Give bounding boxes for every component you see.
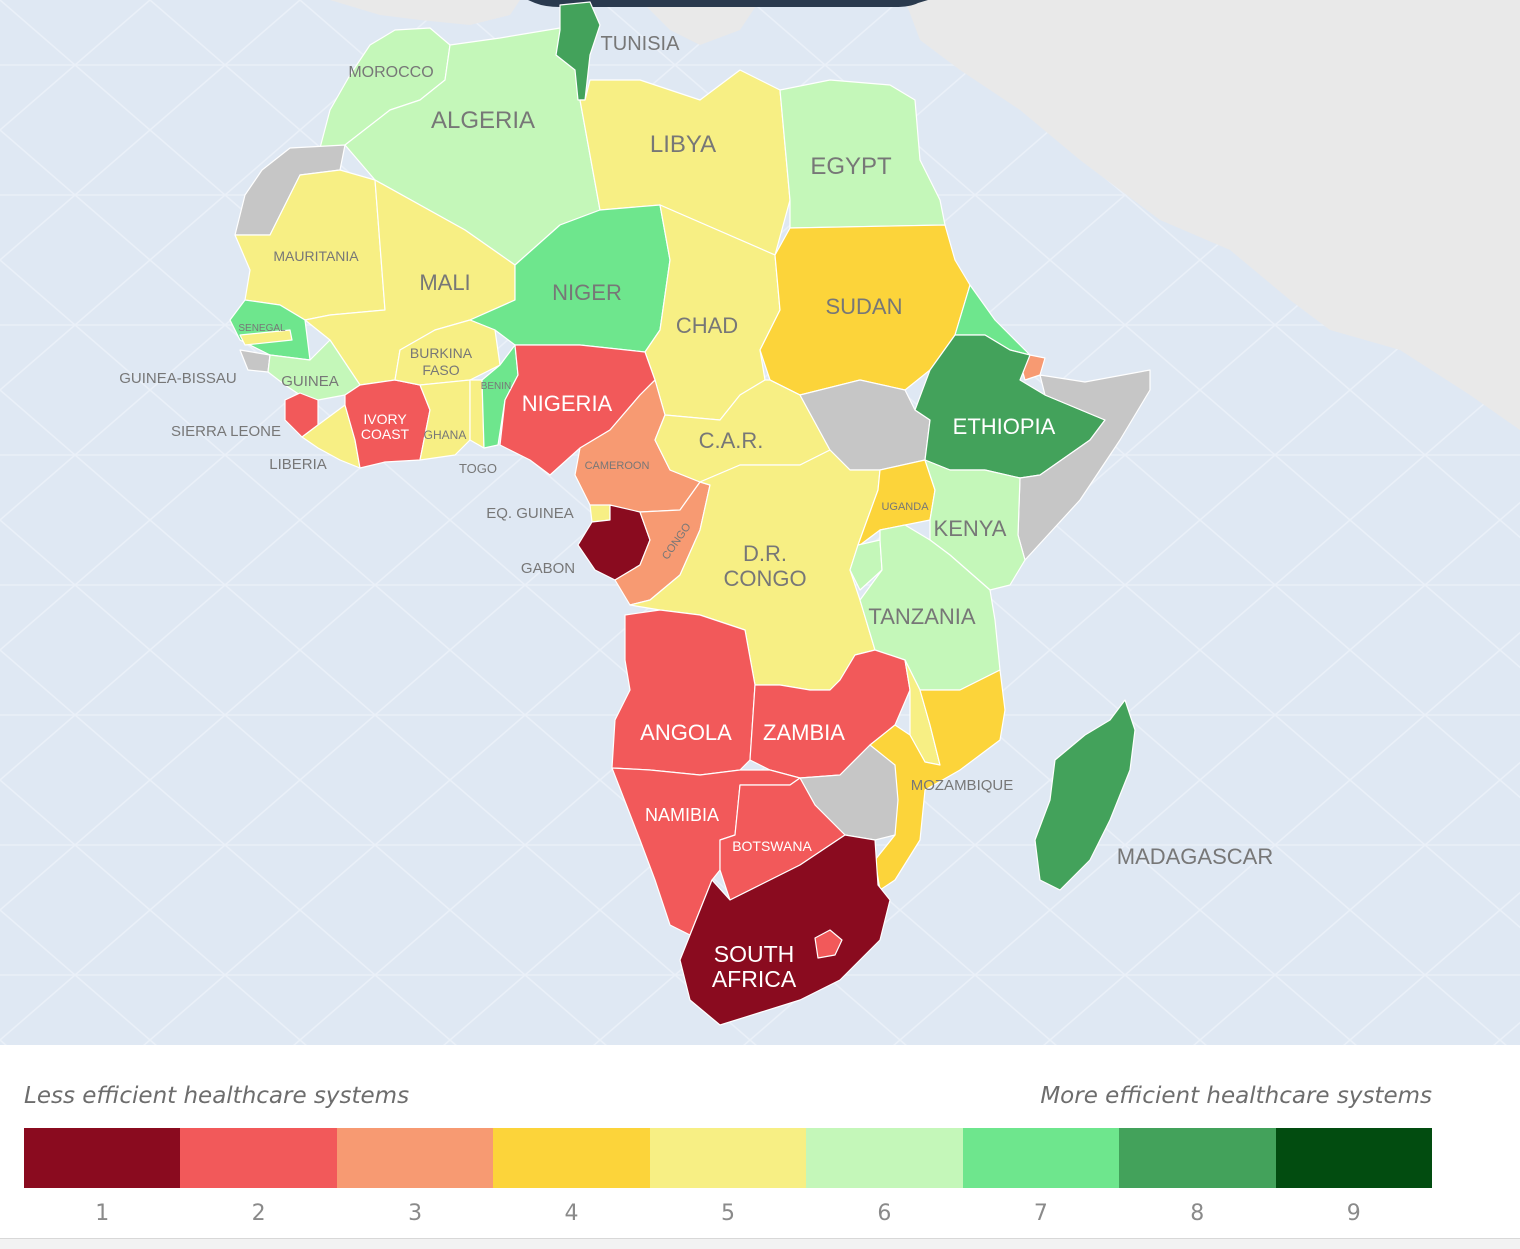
europe-landmass-east bbox=[640, 0, 760, 45]
country-labels: TUNISIA MOROCCO ALGERIA LIBYA EGYPT MAUR… bbox=[119, 33, 1273, 992]
label-libya: LIBYA bbox=[650, 131, 716, 158]
label-eq-guinea: EQ. GUINEA bbox=[486, 505, 574, 522]
country-egypt[interactable] bbox=[779, 79, 946, 229]
europe-landmass bbox=[330, 0, 520, 25]
legend-tick-7: 7 bbox=[1033, 1201, 1048, 1226]
label-burkina-line2: FASO bbox=[422, 362, 459, 378]
bottom-status-strip bbox=[0, 1238, 1520, 1249]
legend-swatch-5 bbox=[649, 1128, 807, 1188]
country-angola[interactable] bbox=[611, 609, 756, 776]
legend-tick-3: 3 bbox=[408, 1201, 423, 1226]
legend-tick-labels: 1 2 3 4 5 6 7 8 9 bbox=[24, 1201, 1432, 1226]
label-south-africa-line2: AFRICA bbox=[712, 966, 797, 992]
label-angola: ANGOLA bbox=[640, 720, 732, 745]
legend-swatch-2 bbox=[180, 1128, 337, 1188]
label-south-africa-line1: SOUTH bbox=[714, 941, 795, 967]
label-tanzania: TANZANIA bbox=[868, 604, 975, 629]
legend-tick-4: 4 bbox=[564, 1201, 579, 1226]
label-guinea: GUINEA bbox=[281, 373, 339, 390]
country-lesotho[interactable] bbox=[814, 929, 843, 959]
country-eq-guinea[interactable] bbox=[589, 504, 611, 523]
middle-east-landmass bbox=[905, 0, 1520, 430]
legend-panel: Less efficient healthcare systems More e… bbox=[0, 1045, 1520, 1248]
label-algeria: ALGERIA bbox=[431, 107, 535, 134]
label-liberia: LIBERIA bbox=[269, 456, 327, 473]
label-kenya: KENYA bbox=[934, 516, 1007, 541]
legend-swatch-4 bbox=[493, 1128, 650, 1188]
label-ethiopia: ETHIOPIA bbox=[953, 414, 1056, 439]
label-niger: NIGER bbox=[552, 280, 622, 305]
label-mali: MALI bbox=[419, 270, 470, 295]
label-uganda: UGANDA bbox=[881, 501, 929, 513]
country-ghana[interactable] bbox=[419, 379, 471, 461]
label-senegal: SENEGAL bbox=[238, 323, 286, 334]
label-sudan: SUDAN bbox=[825, 294, 902, 319]
label-sierra-leone: SIERRA LEONE bbox=[171, 423, 281, 440]
label-togo: TOGO bbox=[459, 461, 497, 476]
country-madagascar[interactable] bbox=[1034, 699, 1136, 891]
legend-tick-8: 8 bbox=[1190, 1201, 1205, 1226]
country-gambia[interactable] bbox=[239, 329, 293, 346]
legend-swatch-7 bbox=[962, 1128, 1120, 1188]
legend-tick-2: 2 bbox=[251, 1201, 266, 1226]
label-chad: CHAD bbox=[676, 313, 738, 338]
legend-swatch-6 bbox=[806, 1128, 963, 1188]
country-south-africa[interactable] bbox=[679, 834, 891, 1026]
label-nigeria: NIGERIA bbox=[522, 391, 613, 416]
legend-tick-1: 1 bbox=[95, 1201, 110, 1226]
label-dr-congo-line1: D.R. bbox=[743, 541, 787, 566]
legend-tick-6: 6 bbox=[877, 1201, 892, 1226]
label-guinea-bissau: GUINEA-BISSAU bbox=[119, 370, 237, 387]
label-tunisia: TUNISIA bbox=[601, 33, 681, 55]
label-egypt: EGYPT bbox=[810, 153, 892, 180]
label-zambia: ZAMBIA bbox=[763, 720, 845, 745]
label-madagascar: MADAGASCAR bbox=[1117, 844, 1273, 869]
country-kenya[interactable] bbox=[924, 459, 1026, 591]
label-ivory-coast-line1: IVORY bbox=[363, 411, 407, 427]
label-benin: BENIN bbox=[481, 381, 512, 392]
map-panel: TUNISIA MOROCCO ALGERIA LIBYA EGYPT MAUR… bbox=[0, 0, 1520, 1045]
legend-low-caption: Less efficient healthcare systems bbox=[24, 1083, 410, 1109]
label-cameroon: CAMEROON bbox=[585, 460, 650, 472]
label-dr-congo-line2: CONGO bbox=[723, 566, 806, 591]
legend-swatch-1 bbox=[24, 1128, 181, 1188]
label-ivory-coast-line2: COAST bbox=[361, 426, 410, 442]
label-car: C.A.R. bbox=[699, 428, 764, 453]
label-namibia: NAMIBIA bbox=[645, 805, 719, 825]
legend-swatch-8 bbox=[1119, 1128, 1276, 1188]
legend-tick-9: 9 bbox=[1346, 1201, 1361, 1226]
legend-swatch-9 bbox=[1275, 1128, 1432, 1188]
label-burkina-line1: BURKINA bbox=[410, 345, 473, 361]
legend-tick-5: 5 bbox=[720, 1201, 735, 1226]
africa-map[interactable]: TUNISIA MOROCCO ALGERIA LIBYA EGYPT MAUR… bbox=[0, 0, 1520, 1045]
label-botswana: BOTSWANA bbox=[732, 838, 812, 854]
label-mozambique: MOZAMBIQUE bbox=[911, 777, 1014, 794]
top-toolbar-edge bbox=[528, 0, 928, 7]
label-morocco: MOROCCO bbox=[348, 64, 433, 81]
label-gabon: GABON bbox=[521, 560, 575, 577]
country-rwanda[interactable] bbox=[849, 539, 883, 591]
legend-high-caption: More efficient healthcare systems bbox=[1040, 1083, 1432, 1109]
legend-swatch-3 bbox=[336, 1128, 494, 1188]
label-ghana: GHANA bbox=[424, 428, 467, 442]
label-mauritania: MAURITANIA bbox=[273, 248, 359, 264]
legend-color-scale bbox=[24, 1128, 1432, 1188]
